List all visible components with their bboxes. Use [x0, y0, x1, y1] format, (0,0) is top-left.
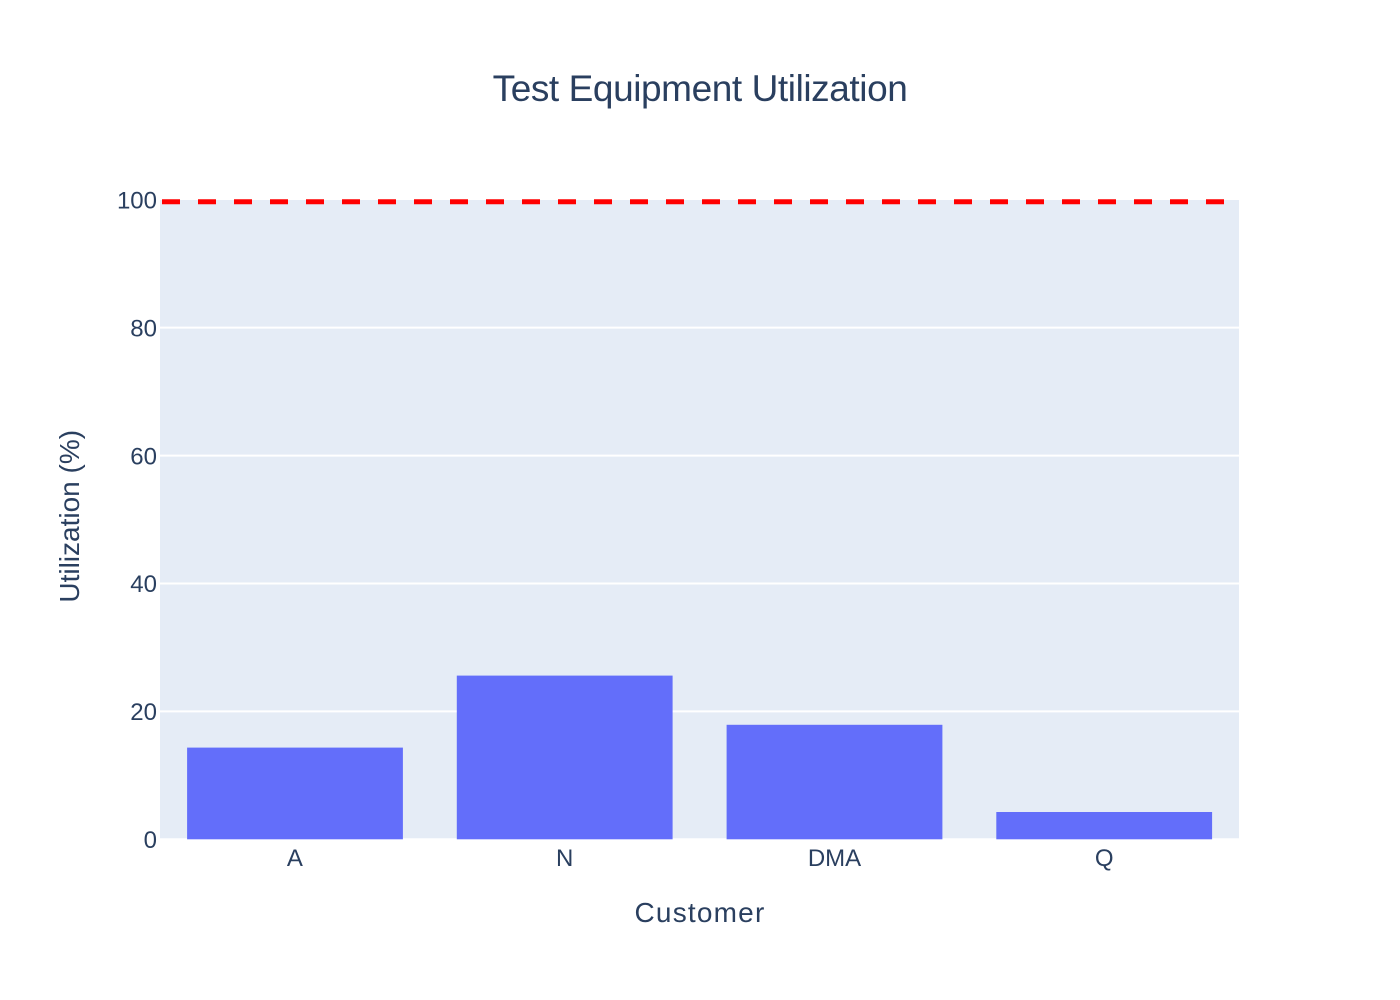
svg-text:Test Equipment Utilization: Test Equipment Utilization — [493, 68, 908, 109]
svg-text:Q: Q — [1095, 845, 1114, 872]
svg-text:100: 100 — [117, 187, 157, 214]
svg-text:N: N — [556, 845, 573, 872]
svg-text:0: 0 — [144, 827, 157, 854]
svg-text:60: 60 — [130, 443, 157, 470]
svg-text:40: 40 — [130, 571, 157, 598]
svg-text:Utilization (%): Utilization (%) — [54, 430, 85, 603]
svg-text:A: A — [287, 845, 303, 872]
svg-text:80: 80 — [130, 315, 157, 342]
svg-text:DMA: DMA — [808, 845, 861, 872]
svg-text:20: 20 — [130, 699, 157, 726]
svg-text:Customer: Customer — [635, 897, 766, 928]
